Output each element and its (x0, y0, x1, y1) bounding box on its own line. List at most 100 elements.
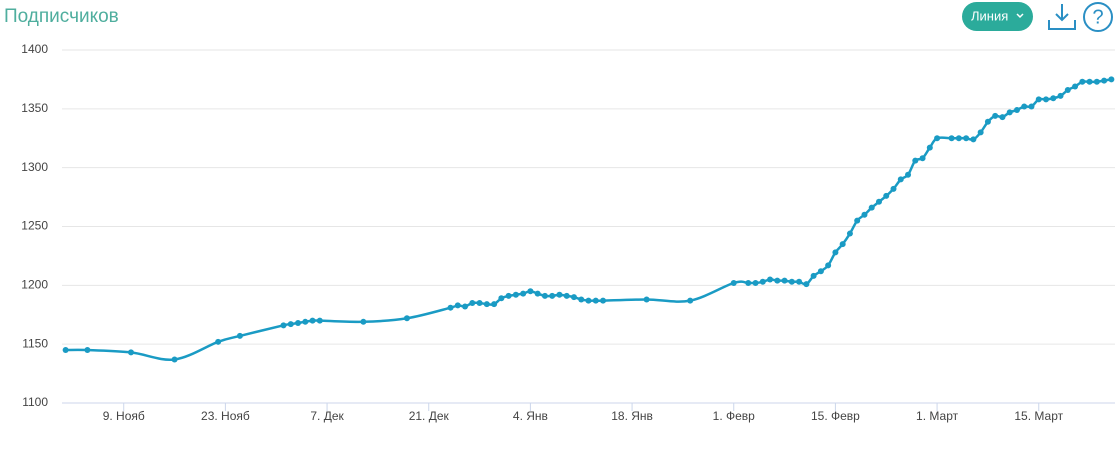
point (127, 349, 134, 356)
x-tick-label: 18. Янв (611, 409, 653, 423)
x-tick-label: 21. Дек (409, 409, 450, 423)
point (1021, 103, 1028, 110)
point (817, 268, 824, 275)
point (1057, 92, 1064, 99)
point (520, 290, 527, 297)
point (796, 278, 803, 285)
point (447, 304, 454, 311)
y-tick-label: 1100 (22, 395, 48, 409)
x-tick-label: 7. Дек (310, 409, 344, 423)
y-tick-label: 1200 (21, 278, 48, 292)
y-tick-label: 1300 (21, 160, 48, 174)
point (483, 301, 490, 308)
point (730, 279, 737, 286)
point (839, 241, 846, 248)
point (919, 155, 926, 162)
point (570, 294, 577, 301)
point (1043, 96, 1050, 103)
point (302, 318, 309, 325)
point (897, 176, 904, 183)
download-tray (1048, 20, 1076, 30)
point (62, 347, 69, 354)
point (883, 192, 890, 199)
y-tick-label: 1400 (21, 42, 48, 56)
download-arrow (1055, 4, 1069, 22)
point (295, 319, 302, 326)
point (1013, 107, 1020, 114)
button-label: Линия (971, 8, 1008, 23)
x-tick-label: 4. Янв (513, 409, 548, 423)
point (563, 292, 570, 299)
point (469, 299, 476, 306)
point (1093, 78, 1100, 85)
point (280, 322, 287, 329)
point (687, 297, 694, 304)
point (491, 301, 498, 308)
help-label: ? (1092, 6, 1103, 28)
point (585, 297, 592, 304)
chart-title: Подписчиков (4, 6, 119, 27)
point (963, 135, 970, 142)
point (890, 185, 897, 192)
point (1006, 109, 1013, 116)
x-tick-label: 1. Февр (713, 409, 756, 423)
button-bg (962, 2, 1033, 31)
point (534, 290, 541, 297)
point (643, 296, 650, 303)
x-tick-label: 1. Март (916, 409, 959, 423)
point (1035, 96, 1042, 103)
point (832, 249, 839, 256)
point (934, 135, 941, 142)
point (875, 198, 882, 205)
y-tick-label: 1250 (21, 219, 48, 233)
point (556, 291, 563, 298)
y-tick-label: 1350 (21, 101, 48, 115)
point (505, 292, 512, 299)
point (992, 112, 999, 119)
point (592, 297, 599, 304)
point (854, 217, 861, 224)
point (912, 157, 919, 164)
point (977, 129, 984, 136)
help-button[interactable]: ? (1083, 2, 1113, 32)
point (1079, 78, 1086, 85)
x-tick-label: 9. Нояб (103, 409, 145, 423)
point (171, 356, 178, 363)
x-tick-label: 23. Нояб (201, 409, 250, 423)
chart-type-button[interactable]: Линия (962, 2, 1033, 31)
point (84, 347, 91, 354)
point (1101, 77, 1108, 84)
help-circle (1083, 2, 1113, 32)
point (774, 277, 781, 284)
point (1050, 95, 1057, 102)
point (316, 317, 323, 324)
line (65, 78, 1112, 361)
point (788, 278, 795, 285)
point (498, 295, 505, 302)
point (462, 303, 469, 310)
point (541, 292, 548, 299)
point (1028, 103, 1035, 110)
point (309, 317, 316, 324)
point (810, 272, 817, 279)
point (1072, 83, 1079, 90)
point (403, 315, 410, 322)
point (868, 204, 875, 211)
point (984, 118, 991, 125)
point (781, 277, 788, 284)
point (454, 302, 461, 309)
point (803, 281, 810, 288)
point (846, 230, 853, 237)
point (600, 297, 607, 304)
point (215, 338, 222, 345)
point (1086, 78, 1093, 85)
download-button[interactable] (1048, 4, 1076, 30)
point (287, 321, 294, 328)
point (752, 279, 759, 286)
y-tick-label: 1150 (22, 336, 48, 350)
point (476, 299, 483, 306)
point (948, 135, 955, 142)
x-tick-label: 15. Февр (811, 409, 860, 423)
point (512, 291, 519, 298)
